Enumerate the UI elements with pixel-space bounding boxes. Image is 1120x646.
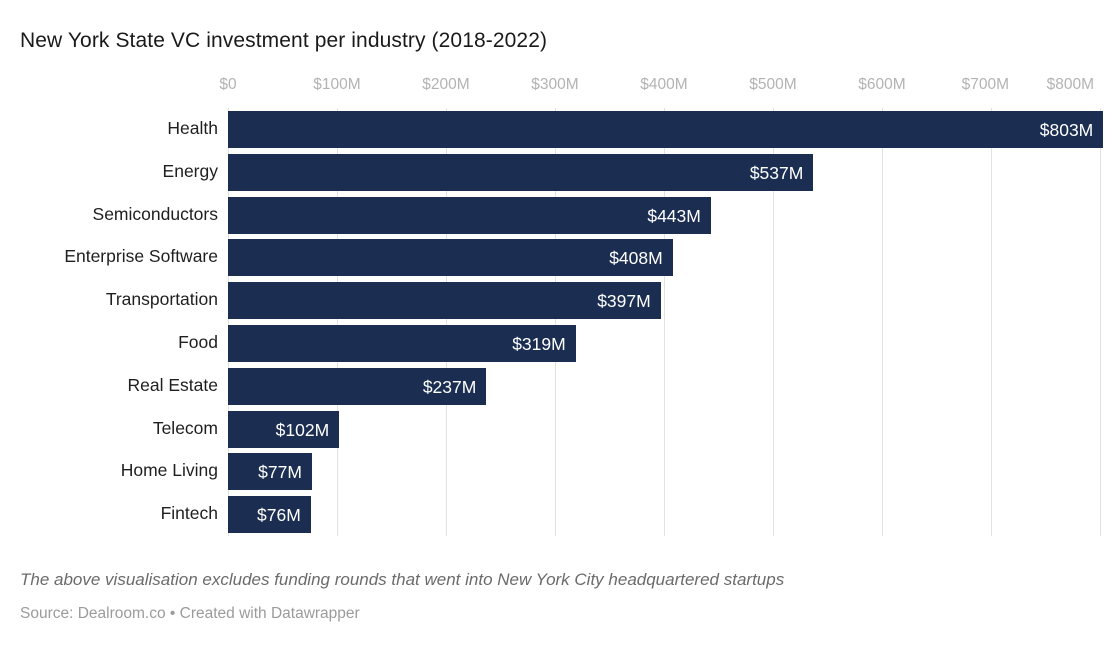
gridline <box>664 108 665 536</box>
category-label: Energy <box>162 160 218 181</box>
bar: $319M <box>228 325 576 362</box>
bar: $237M <box>228 367 487 405</box>
bar: $803M <box>228 111 1104 148</box>
x-axis-tick: $700M <box>961 76 1010 93</box>
x-axis-tick: $100M <box>313 76 361 93</box>
bar: $537M <box>228 153 814 191</box>
x-axis-tick: $200M <box>422 76 470 93</box>
bar-row: Enterprise Software $408M <box>64 236 1100 279</box>
gridline <box>991 108 992 536</box>
category-label: Food <box>178 332 218 352</box>
category-label: Semiconductors <box>92 203 218 224</box>
bar: $397M <box>228 282 661 320</box>
bar: $77M <box>228 453 312 491</box>
x-axis-tick: $600M <box>858 76 906 93</box>
x-axis-tick: $400M <box>640 76 688 93</box>
x-axis-tick: $800M <box>1046 76 1094 93</box>
value-label: $319M <box>512 334 566 354</box>
value-label: $76M <box>257 505 301 526</box>
gridline <box>773 108 774 536</box>
value-label: $397M <box>597 291 651 312</box>
source-line: Source: Dealroom.co • Created with Dataw… <box>20 605 360 622</box>
bar-row: Health $803M <box>167 108 1104 151</box>
gridline <box>228 108 229 536</box>
value-label: $237M <box>422 376 477 397</box>
plot-area: Health $803M Energy $537M Semiconductors $443… <box>64 108 1104 536</box>
category-label: Real Estate <box>127 374 218 395</box>
category-label: Home Living <box>120 460 218 481</box>
category-label: Transportation <box>105 289 218 310</box>
chart-title: New York State VC investment per industr… <box>20 29 548 52</box>
bar-row: Energy $537M <box>163 151 1100 194</box>
x-axis-tick: $300M <box>531 76 579 93</box>
bar: $443M <box>228 196 711 234</box>
value-label: $443M <box>647 205 701 226</box>
gridline <box>555 108 556 536</box>
value-label: $803M <box>1039 120 1094 140</box>
gridline <box>882 108 883 536</box>
bar-row: Food $319M <box>178 322 1100 365</box>
gridline <box>1100 108 1101 536</box>
value-label: $408M <box>609 248 663 269</box>
bar-row: Transportation $397M <box>106 279 1100 322</box>
value-label: $102M <box>275 419 330 440</box>
bar: $102M <box>228 410 340 448</box>
x-axis: $0 $100M $200M $300M $400M $500M $600M $700M $80… <box>219 74 1100 96</box>
bar-row: Real Estate $237M <box>128 365 1100 408</box>
category-label: Health <box>167 118 218 138</box>
x-axis-tick: $500M <box>749 76 797 93</box>
bar-row: Fintech $76M <box>161 493 1100 536</box>
footnote: The above visualisation excludes funding… <box>20 570 785 589</box>
category-label: Telecom <box>152 417 218 438</box>
bar-row: Home Living $77M <box>121 450 1100 493</box>
value-label: $537M <box>749 162 804 183</box>
bar-row: Telecom $102M <box>153 408 1100 451</box>
x-axis-tick: $0 <box>219 76 237 93</box>
category-label: Fintech <box>160 503 218 524</box>
bar-row: Semiconductors $443M <box>93 194 1100 237</box>
value-label: $77M <box>258 462 302 483</box>
gridline <box>337 108 338 536</box>
category-label: Enterprise Software <box>64 246 218 267</box>
bar: $76M <box>228 496 311 534</box>
bar: $408M <box>228 239 673 277</box>
gridline <box>446 108 447 536</box>
